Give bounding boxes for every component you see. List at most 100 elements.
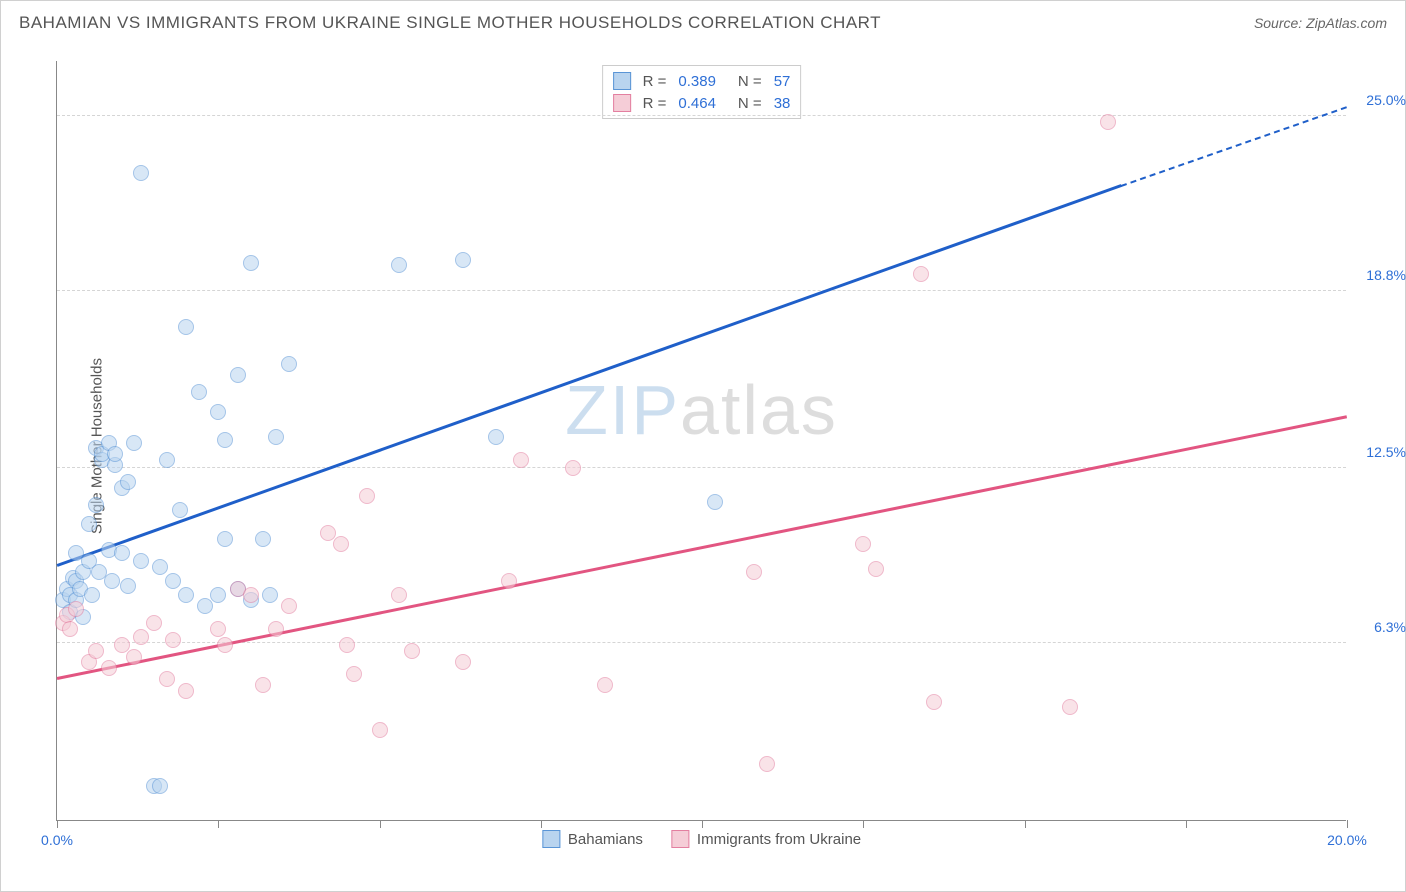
x-tick bbox=[57, 820, 58, 828]
data-point bbox=[513, 452, 529, 468]
data-point bbox=[178, 587, 194, 603]
y-tick-label: 25.0% bbox=[1366, 92, 1406, 108]
data-point bbox=[255, 531, 271, 547]
series-legend-label: Bahamians bbox=[568, 831, 643, 848]
data-point bbox=[262, 587, 278, 603]
data-point bbox=[126, 649, 142, 665]
data-point bbox=[391, 587, 407, 603]
data-point bbox=[759, 756, 775, 772]
x-tick bbox=[380, 820, 381, 828]
data-point bbox=[255, 677, 271, 693]
data-point bbox=[107, 446, 123, 462]
data-point bbox=[172, 502, 188, 518]
x-tick bbox=[702, 820, 703, 828]
correlation-legend-row: R = 0.389 N = 57 bbox=[613, 70, 791, 92]
data-point bbox=[88, 497, 104, 513]
plot-area: ZIPatlas R =0.389N =57R =0.464N =38 Baha… bbox=[56, 61, 1346, 821]
n-label: N = bbox=[738, 95, 762, 112]
data-point bbox=[243, 587, 259, 603]
data-point bbox=[855, 536, 871, 552]
data-point bbox=[152, 778, 168, 794]
data-point bbox=[268, 429, 284, 445]
series-legend-item: Bahamians bbox=[542, 830, 643, 848]
x-tick bbox=[1186, 820, 1187, 828]
data-point bbox=[1100, 114, 1116, 130]
correlation-legend-row: R =0.464N =38 bbox=[613, 92, 791, 114]
data-point bbox=[359, 488, 375, 504]
watermark-atlas: atlas bbox=[680, 371, 838, 449]
data-point bbox=[84, 587, 100, 603]
data-point bbox=[230, 367, 246, 383]
x-tick bbox=[218, 820, 219, 828]
data-point bbox=[62, 621, 78, 637]
r-value: 0.389 bbox=[678, 73, 716, 90]
source-label: Source: bbox=[1254, 15, 1306, 31]
data-point bbox=[281, 356, 297, 372]
data-point bbox=[133, 165, 149, 181]
data-point bbox=[333, 536, 349, 552]
data-point bbox=[243, 255, 259, 271]
data-point bbox=[133, 629, 149, 645]
data-point bbox=[146, 615, 162, 631]
data-point bbox=[346, 666, 362, 682]
data-point bbox=[120, 474, 136, 490]
y-tick-label: 12.5% bbox=[1366, 444, 1406, 460]
data-point bbox=[501, 573, 517, 589]
data-point bbox=[217, 432, 233, 448]
x-tick bbox=[863, 820, 864, 828]
gridline bbox=[57, 642, 1346, 643]
r-label: R = bbox=[643, 73, 667, 90]
data-point bbox=[746, 564, 762, 580]
data-point bbox=[197, 598, 213, 614]
data-point bbox=[217, 531, 233, 547]
trend-line bbox=[57, 184, 1122, 566]
data-point bbox=[159, 452, 175, 468]
data-point bbox=[126, 435, 142, 451]
data-point bbox=[210, 404, 226, 420]
data-point bbox=[120, 578, 136, 594]
x-tick bbox=[1347, 820, 1348, 828]
data-point bbox=[707, 494, 723, 510]
chart-container: BAHAMIAN VS IMMIGRANTS FROM UKRAINE SING… bbox=[0, 0, 1406, 892]
y-tick-label: 18.8% bbox=[1366, 267, 1406, 283]
series-legend-label: Immigrants from Ukraine bbox=[697, 831, 861, 848]
data-point bbox=[101, 660, 117, 676]
title-bar: BAHAMIAN VS IMMIGRANTS FROM UKRAINE SING… bbox=[1, 1, 1405, 41]
data-point bbox=[217, 637, 233, 653]
data-point bbox=[913, 266, 929, 282]
gridline bbox=[57, 290, 1346, 291]
data-point bbox=[114, 545, 130, 561]
data-point bbox=[178, 683, 194, 699]
data-point bbox=[268, 621, 284, 637]
chart-source: Source: ZipAtlas.com bbox=[1254, 15, 1387, 31]
data-point bbox=[339, 637, 355, 653]
data-point bbox=[68, 601, 84, 617]
n-value: 57 bbox=[774, 73, 791, 90]
series-legend-item: Immigrants from Ukraine bbox=[671, 830, 861, 848]
y-tick-label: 6.3% bbox=[1374, 619, 1406, 635]
data-point bbox=[404, 643, 420, 659]
data-point bbox=[1062, 699, 1078, 715]
data-point bbox=[926, 694, 942, 710]
x-tick-label: 0.0% bbox=[41, 832, 73, 848]
watermark-zip: ZIP bbox=[565, 371, 680, 449]
x-tick bbox=[541, 820, 542, 828]
data-point bbox=[210, 621, 226, 637]
data-point bbox=[165, 632, 181, 648]
correlation-legend: R =0.389N =57R =0.464N =38 bbox=[602, 65, 802, 119]
n-label: N = bbox=[738, 73, 762, 90]
legend-swatch bbox=[613, 72, 631, 90]
gridline bbox=[57, 115, 1346, 116]
data-point bbox=[159, 671, 175, 687]
watermark: ZIPatlas bbox=[565, 370, 838, 450]
data-point bbox=[81, 516, 97, 532]
n-value: 38 bbox=[774, 95, 791, 112]
series-legend: Bahamians Immigrants from Ukraine bbox=[542, 830, 861, 848]
data-point bbox=[210, 587, 226, 603]
gridline bbox=[57, 467, 1346, 468]
data-point bbox=[281, 598, 297, 614]
data-point bbox=[133, 553, 149, 569]
legend-swatch bbox=[671, 830, 689, 848]
data-point bbox=[88, 643, 104, 659]
chart-title: BAHAMIAN VS IMMIGRANTS FROM UKRAINE SING… bbox=[19, 13, 881, 33]
